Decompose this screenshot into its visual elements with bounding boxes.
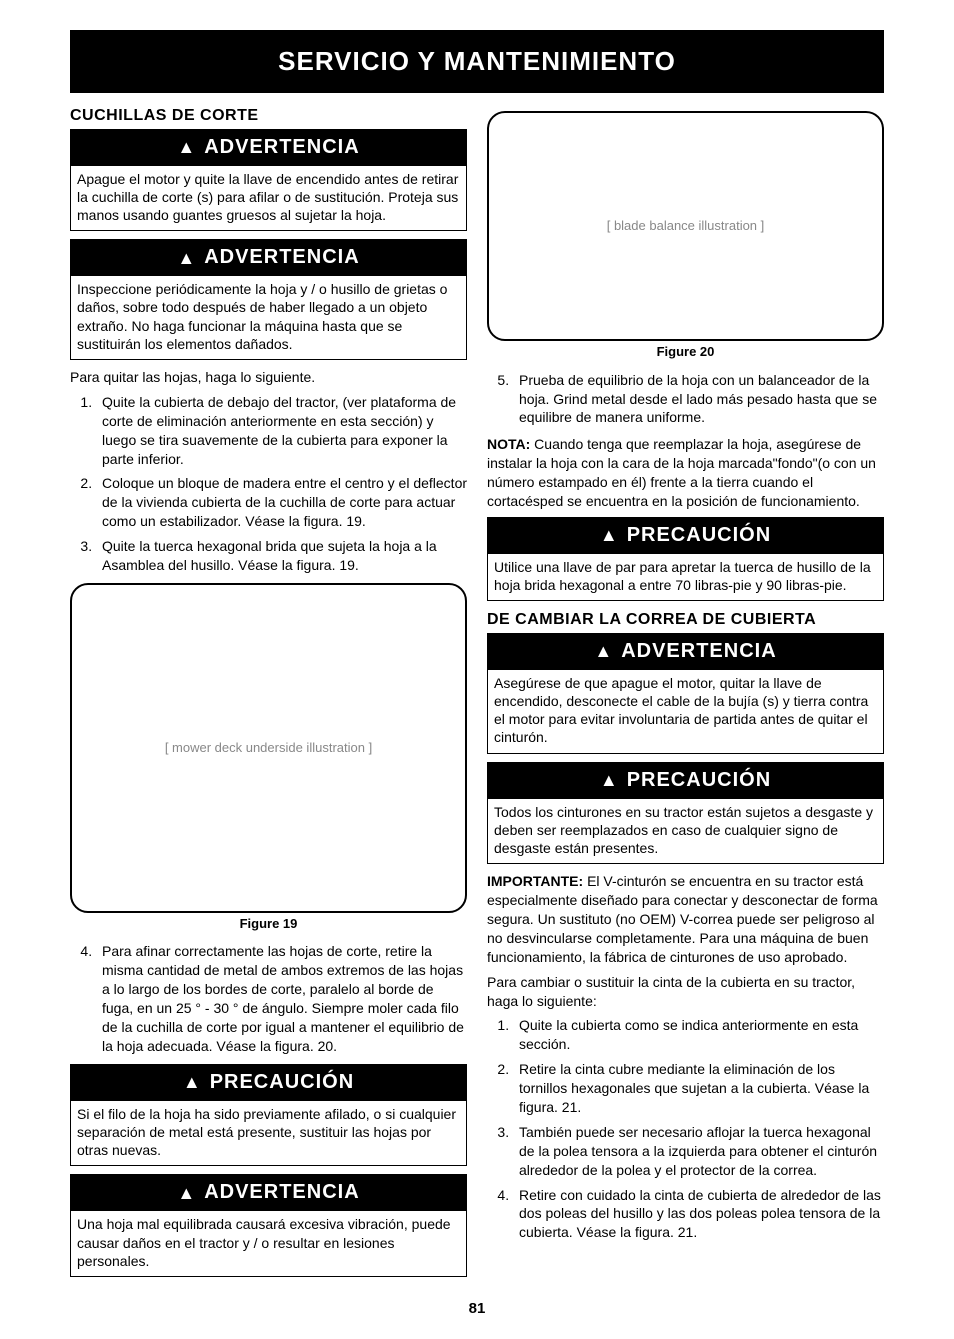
caution-body: Utilice una llave de par para apretar la… [488,554,883,600]
list-item: Retire con cuidado la cinta de cubierta … [513,1186,884,1243]
section-title-correa: DE CAMBIAR LA CORREA DE CUBIERTA [487,609,884,631]
page-header: SERVICIO Y MANTENIMIENTO [70,30,884,93]
warning-box-4: ▲ ADVERTENCIA Asegúrese de que apague el … [487,633,884,754]
content-columns: CUCHILLAS DE CORTE ▲ ADVERTENCIA Apague e… [70,105,884,1285]
warning-head: ▲ ADVERTENCIA [71,1175,466,1211]
warning-icon: ▲ [600,523,619,547]
caution-head: ▲ PRECAUCIÓN [71,1065,466,1101]
caution-box-2: ▲ PRECAUCIÓN Utilice una llave de par par… [487,517,884,601]
list-item: Quite la cubierta como se indica anterio… [513,1016,884,1054]
figure-20-caption: Figure 20 [487,343,884,361]
caution-label: PRECAUCIÓN [627,524,771,546]
figure-20: [ blade balance illustration ] [487,111,884,341]
figure-19-caption: Figure 19 [70,915,467,933]
warning-head: ▲ ADVERTENCIA [71,240,466,276]
warning-icon: ▲ [594,639,613,663]
list-item: También puede ser necesario aflojar la t… [513,1123,884,1180]
intro-text: Para quitar las hojas, haga lo siguiente… [70,368,467,387]
caution-body: Todos los cinturones en su tractor están… [488,799,883,864]
list-item: Prueba de equilibrio de la hoja con un b… [513,371,884,428]
warning-body: Apague el motor y quite la llave de ence… [71,166,466,231]
steps-list-left: Quite la cubierta de debajo del tractor,… [70,393,467,575]
warning-box-1: ▲ ADVERTENCIA Apague el motor y quite la … [70,129,467,232]
warning-label: ADVERTENCIA [621,640,776,662]
list-item: Para afinar correctamente las hojas de c… [96,942,467,1055]
right-column: [ blade balance illustration ] Figure 20… [487,105,884,1285]
warning-head: ▲ ADVERTENCIA [71,130,466,166]
steps-list-right: Quite la cubierta como se indica anterio… [487,1016,884,1242]
caution-body: Si el filo de la hoja ha sido previament… [71,1101,466,1166]
warning-icon: ▲ [177,1181,196,1205]
list-item: Retire la cinta cubre mediante la elimin… [513,1060,884,1117]
warning-icon: ▲ [183,1070,202,1094]
warning-label: ADVERTENCIA [204,246,359,268]
caution-head: ▲ PRECAUCIÓN [488,763,883,799]
caution-label: PRECAUCIÓN [627,769,771,791]
warning-icon: ▲ [177,135,196,159]
list-item: Quite la tuerca hexagonal brida que suje… [96,537,467,575]
warning-box-3: ▲ ADVERTENCIA Una hoja mal equilibrada ca… [70,1174,467,1277]
list-item: Coloque un bloque de madera entre el cen… [96,474,467,531]
warning-label: ADVERTENCIA [204,136,359,158]
caution-box-3: ▲ PRECAUCIÓN Todos los cinturones en su t… [487,762,884,865]
warning-body: Asegúrese de que apague el motor, quitar… [488,670,883,753]
intro-right: Para cambiar o sustituir la cinta de la … [487,973,884,1011]
warning-icon: ▲ [600,768,619,792]
list-item: Quite la cubierta de debajo del tractor,… [96,393,467,469]
nota-paragraph: NOTA: Cuando tenga que reemplazar la hoj… [487,435,884,511]
steps-list-right-cont: Prueba de equilibrio de la hoja con un b… [487,371,884,428]
caution-box-1: ▲ PRECAUCIÓN Si el filo de la hoja ha sid… [70,1064,467,1167]
warning-body: Una hoja mal equilibrada causará excesiv… [71,1211,466,1276]
figure-19: [ mower deck underside illustration ] [70,583,467,913]
warning-label: ADVERTENCIA [204,1181,359,1203]
warning-icon: ▲ [177,246,196,270]
warning-box-2: ▲ ADVERTENCIA Inspeccione periódicamente … [70,239,467,360]
left-column: CUCHILLAS DE CORTE ▲ ADVERTENCIA Apague e… [70,105,467,1285]
warning-head: ▲ ADVERTENCIA [488,634,883,670]
nota-label: NOTA: [487,436,530,452]
importante-label: IMPORTANTE: [487,873,583,889]
importante-paragraph: IMPORTANTE: El V-cinturón se encuentra e… [487,872,884,966]
page-number: 81 [70,1299,884,1319]
steps-list-left-cont: Para afinar correctamente las hojas de c… [70,942,467,1055]
caution-label: PRECAUCIÓN [210,1071,354,1093]
nota-body: Cuando tenga que reemplazar la hoja, ase… [487,436,876,509]
warning-body: Inspeccione periódicamente la hoja y / o… [71,276,466,359]
section-title-cuchillas: CUCHILLAS DE CORTE [70,105,467,127]
caution-head: ▲ PRECAUCIÓN [488,518,883,554]
